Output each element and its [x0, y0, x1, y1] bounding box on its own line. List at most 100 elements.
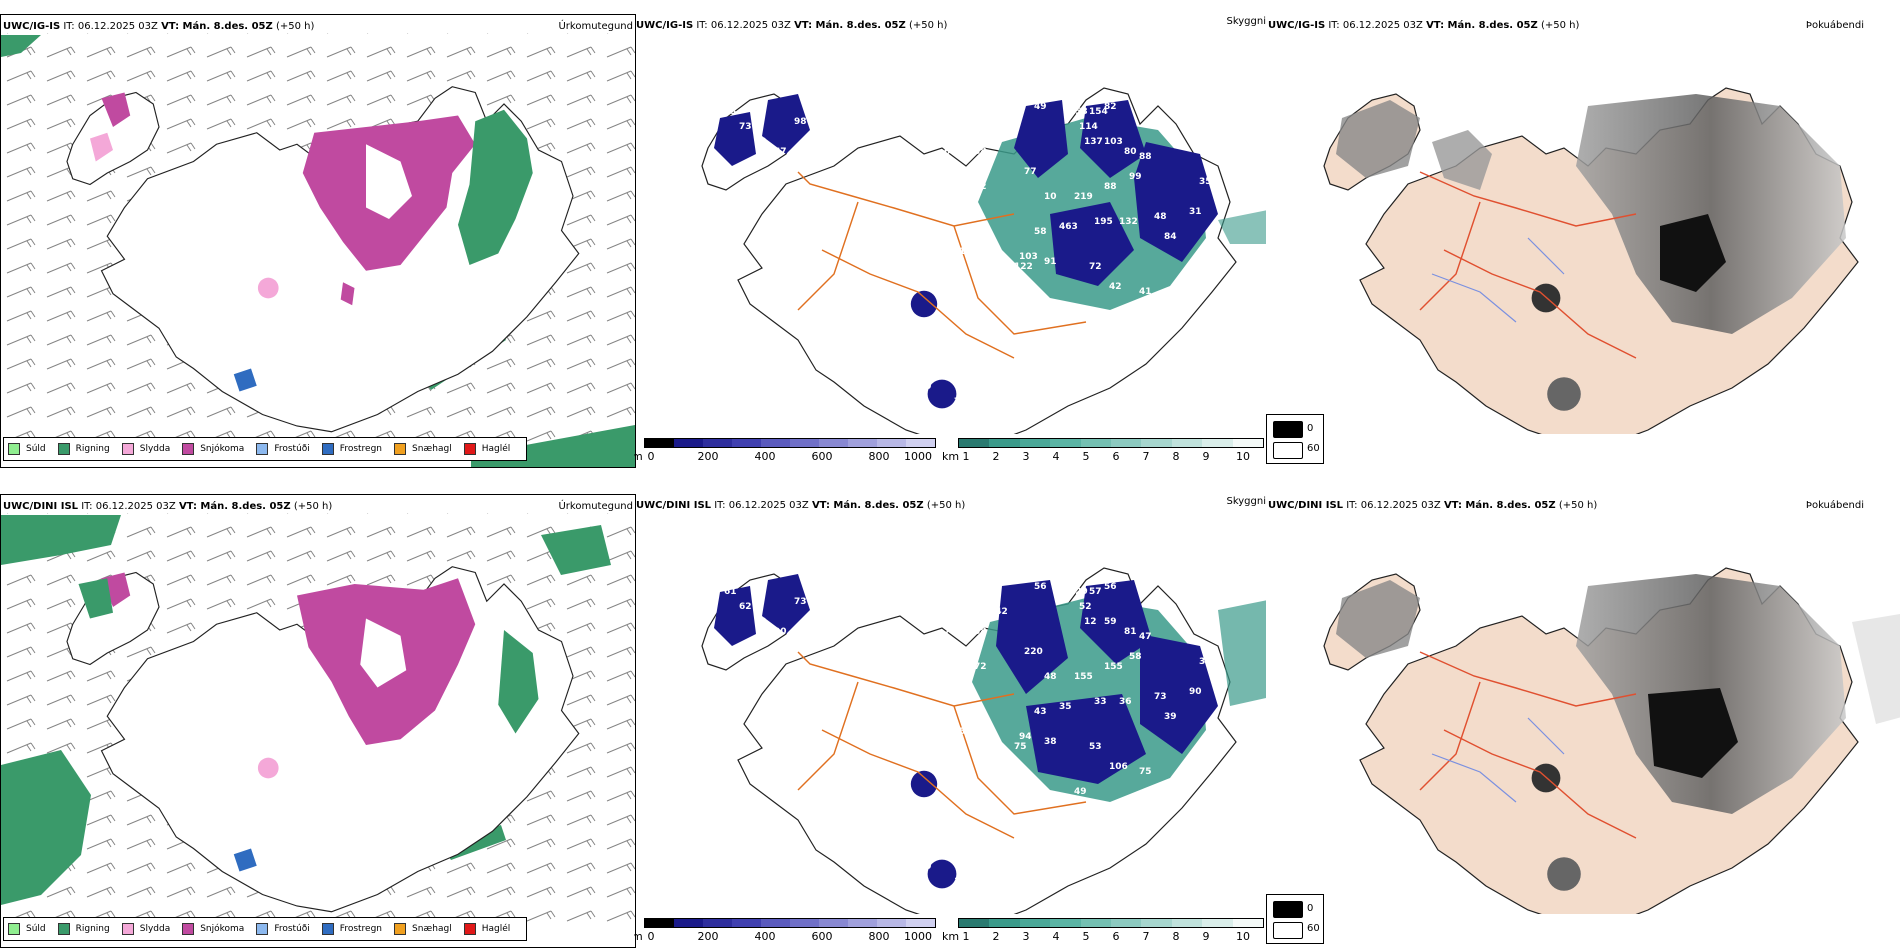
legend-item: Súld	[8, 443, 46, 455]
visibility-value-label: 135	[1054, 92, 1073, 102]
valid-time: VT: Mán. 8.des. 05Z	[811, 500, 924, 511]
fog-swatch-light	[1273, 922, 1303, 939]
legend-item: Frostúði	[256, 443, 310, 455]
init-time: IT: 06.12.2025 03Z	[63, 21, 158, 32]
precip-legend: Súld Rigning Slydda Snjókoma Frostúði Fr…	[3, 437, 528, 461]
visibility-value-label: 106	[1109, 762, 1128, 772]
visibility-bar	[958, 438, 1264, 448]
visibility-value-label: 187	[749, 562, 768, 572]
panel-header: UWC/DINI ISL IT: 06.12.2025 03Z VT: Mán.…	[1268, 500, 1597, 512]
visibility-value-label: 90	[774, 627, 787, 637]
visibility-value-label: 38	[974, 147, 987, 157]
ceiling-tick: 0	[647, 450, 655, 463]
valid-time: VT: Mán. 8.des. 05Z	[178, 501, 291, 512]
legend-item: Snæhagl	[394, 923, 452, 935]
fog-map-top	[1323, 87, 1859, 434]
ceiling-unit: m	[634, 450, 643, 463]
visibility-value-label: 80	[1124, 147, 1137, 157]
fog-swatch-light	[1273, 442, 1303, 459]
visibility-value-label: 72	[1089, 262, 1102, 272]
visibility-value-label: 58	[974, 627, 987, 637]
visibility-value-label: 35	[1199, 177, 1212, 187]
visibility-value-label: 59	[1104, 617, 1117, 627]
visibility-value-label: 39	[1164, 712, 1177, 722]
panel-title: Skyggni	[1226, 496, 1266, 507]
visibility-value-label: 58	[784, 647, 797, 657]
visibility-value-label: 88	[1104, 182, 1117, 192]
swatch	[321, 443, 334, 455]
visibility-value-label: 81	[1124, 627, 1137, 637]
ceiling-tick: 400	[754, 450, 776, 463]
visibility-value-label: 53	[1089, 742, 1102, 752]
vis-tick: 1	[962, 930, 970, 943]
swatch	[394, 443, 407, 455]
visibility-value-label: 56	[1034, 582, 1047, 592]
swatch	[256, 923, 269, 935]
vis-tick: 8	[1172, 930, 1180, 943]
fog-swatch-dark	[1273, 421, 1303, 438]
swatch	[182, 923, 195, 935]
fog-legend: 0 60	[1266, 894, 1324, 944]
visibility-value-label: 01	[744, 177, 757, 187]
visibility-value-label: 195	[1094, 217, 1113, 227]
fog-high-label: 60	[1307, 923, 1320, 934]
fog-panel-bottom: UWC/DINI ISL IT: 06.12.2025 03Z VT: Mán.…	[1266, 494, 1900, 950]
visibility-value-label: 94	[1019, 732, 1032, 742]
visibility-value-label: 62	[739, 602, 752, 612]
init-time: IT: 06.12.2025 03Z	[1346, 500, 1441, 511]
visibility-value-label: 155	[1074, 672, 1093, 682]
visibility-value-label: 67	[774, 147, 787, 157]
visibility-value-label: 77	[1024, 167, 1037, 177]
visibility-value-label: 49	[1074, 787, 1087, 797]
fog-high-label: 60	[1307, 443, 1320, 454]
lead-time: (+50 h)	[926, 500, 966, 511]
visibility-value-label: 69	[939, 602, 952, 612]
visibility-value-label: 199	[969, 232, 988, 242]
ceiling-unit: m	[634, 930, 643, 943]
vis-tick: 9	[1202, 930, 1210, 943]
visibility-value-label: 45	[989, 587, 1002, 597]
init-time: IT: 06.12.2025 03Z	[696, 20, 791, 31]
visibility-value-label: 137	[1084, 137, 1103, 147]
legend-item: Súld	[8, 923, 46, 935]
visibility-value-label: 74	[784, 167, 797, 177]
visibility-value-label: 73	[1154, 692, 1167, 702]
legend-item: Frostregn	[321, 443, 382, 455]
visibility-value-label: 47	[1139, 632, 1152, 642]
visibility-value-label: 72	[754, 137, 767, 147]
visibility-value-label: 132	[1119, 217, 1138, 227]
visibility-value-label: 58	[1129, 652, 1142, 662]
visibility-value-label: 55	[1084, 822, 1097, 832]
fog-legend: 0 60	[1266, 414, 1324, 464]
lead-time: (+50 h)	[293, 501, 333, 512]
lead-time: (+50 h)	[1558, 500, 1598, 511]
visibility-value-label: 72	[974, 662, 987, 672]
vis-tick: 2	[992, 450, 1000, 463]
visibility-value-label: 69	[954, 167, 967, 177]
visibility-value-label: 88	[1139, 152, 1152, 162]
ceiling-tick: 800	[868, 930, 890, 943]
precip-panel-bottom: UWC/DINI ISL IT: 06.12.2025 03Z VT: Mán.…	[0, 494, 636, 948]
visibility-value-label: 91	[1044, 257, 1057, 267]
vis-tick: 1	[962, 450, 970, 463]
visibility-value-label: 56	[1104, 582, 1117, 592]
visibility-value-label: 60	[754, 617, 767, 627]
visibility-value-label: 41	[1139, 287, 1152, 297]
vis-tick: 6	[1112, 930, 1120, 943]
visibility-value-label: 93	[729, 87, 742, 97]
swatch	[321, 923, 334, 935]
panel-header: UWC/IG-IS IT: 06.12.2025 03Z VT: Mán. 8.…	[1268, 20, 1579, 32]
visibility-value-label: 57	[939, 122, 952, 132]
vis-tick: 5	[1082, 930, 1090, 943]
visibility-value-label: 31	[1084, 342, 1097, 352]
swatch	[8, 443, 20, 455]
swatch	[8, 923, 20, 935]
visibility-value-label: 105	[729, 567, 748, 577]
visibility-value-label: 98	[794, 117, 807, 127]
visibility-panel-top: UWC/IG-IS IT: 06.12.2025 03Z VT: Mán. 8.…	[634, 14, 1266, 470]
visibility-value-label: 12	[1084, 617, 1097, 627]
fog-low-label: 0	[1307, 423, 1314, 434]
visibility-value-label: 65	[924, 737, 937, 747]
visibility-value-label: 36	[1119, 697, 1132, 707]
precip-map	[1, 33, 635, 467]
